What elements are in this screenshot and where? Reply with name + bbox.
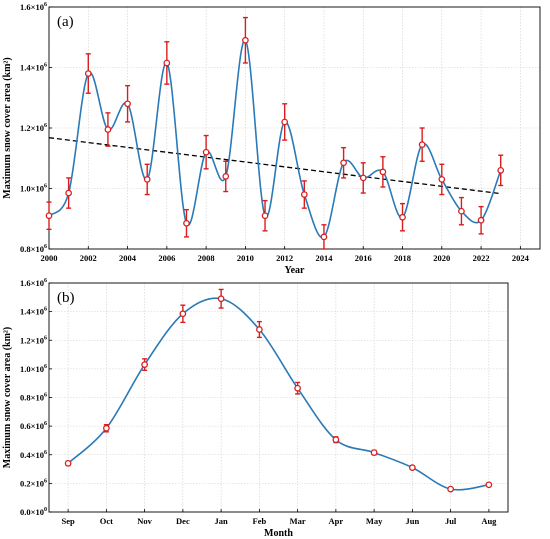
y-axis-title: Maximum snow cover area (km²) bbox=[2, 57, 13, 199]
x-tick-label: Aug bbox=[481, 516, 497, 526]
data-point bbox=[202, 148, 210, 156]
data-point bbox=[340, 159, 347, 167]
data-point bbox=[447, 485, 454, 493]
y-tick-label: 1.2×106 bbox=[20, 123, 47, 133]
data-point bbox=[438, 176, 446, 183]
data-point bbox=[281, 118, 289, 126]
data-point bbox=[294, 384, 301, 392]
y-tick-label: 1.4×106 bbox=[20, 63, 47, 73]
data-point bbox=[418, 141, 426, 148]
x-tick-label: Nov bbox=[137, 516, 152, 526]
data-point bbox=[84, 70, 92, 77]
data-point bbox=[143, 176, 151, 183]
data-point bbox=[497, 167, 505, 174]
x-tick-label: Jul bbox=[445, 516, 457, 526]
y-tick-label: 0.2×106 bbox=[20, 478, 47, 488]
data-point bbox=[477, 216, 485, 224]
panel-label: (a) bbox=[57, 14, 74, 30]
data-point bbox=[379, 168, 387, 176]
y-tick-label: 0.8×106 bbox=[20, 393, 47, 403]
data-point bbox=[242, 36, 249, 44]
x-tick-label: 2016 bbox=[355, 253, 372, 263]
x-tick-label: 2010 bbox=[237, 253, 254, 263]
data-point bbox=[179, 310, 187, 318]
data-point bbox=[124, 100, 131, 108]
data-point bbox=[485, 481, 493, 489]
data-point bbox=[141, 361, 148, 368]
trend-line bbox=[48, 137, 501, 195]
grid-lines bbox=[48, 6, 540, 250]
grid-lines bbox=[49, 282, 508, 513]
data-point bbox=[104, 126, 112, 133]
x-axis-title: Month bbox=[264, 528, 293, 539]
x-tick-label: 2024 bbox=[512, 253, 530, 263]
data-points bbox=[45, 16, 505, 250]
data-point bbox=[359, 174, 367, 182]
data-point bbox=[399, 213, 406, 221]
data-point bbox=[300, 191, 308, 198]
x-tick-label: 2002 bbox=[80, 253, 97, 263]
x-tick-label: 2012 bbox=[276, 253, 293, 263]
x-tick-label: Apr bbox=[329, 516, 344, 526]
series-line bbox=[48, 39, 502, 239]
axes: 0.0×100 0.2×106 0.4×106 0.6×106 0.8×106 1.0×1… bbox=[20, 278, 497, 526]
y-tick-label: 1.0×106 bbox=[20, 364, 47, 374]
y-tick-label: 1.6×106 bbox=[20, 278, 47, 288]
data-point bbox=[256, 326, 263, 333]
x-axis-title: Year bbox=[285, 265, 306, 276]
panel-label: (b) bbox=[57, 290, 75, 306]
y-tick-label: 1.2×106 bbox=[20, 335, 47, 345]
x-tick-label: 2014 bbox=[315, 253, 333, 263]
data-point bbox=[183, 219, 190, 227]
x-tick-label: Feb bbox=[253, 516, 267, 526]
x-tick-label: Mar bbox=[290, 516, 306, 526]
x-tick-label: May bbox=[366, 516, 383, 526]
y-tick-label: 0.0×100 bbox=[20, 507, 47, 517]
x-tick-label: 2006 bbox=[158, 253, 175, 263]
x-tick-label: Jun bbox=[406, 516, 420, 526]
axes: 0.8×106 1.0×106 1.2×106 1.4×106 1.6×106 2000 2… bbox=[20, 2, 530, 263]
chart-panel-b: 0.0×100 0.2×106 0.4×106 0.6×106 0.8×106 1.0×1… bbox=[2, 278, 509, 539]
data-point bbox=[261, 212, 269, 220]
y-tick-label: 1.6×106 bbox=[20, 2, 47, 12]
data-point bbox=[217, 295, 225, 303]
data-point bbox=[103, 424, 110, 432]
data-point bbox=[320, 233, 328, 241]
x-tick-label: Jan bbox=[215, 516, 229, 526]
y-tick-label: 0.4×106 bbox=[20, 450, 47, 460]
data-point bbox=[222, 173, 230, 180]
x-tick-label: Oct bbox=[100, 516, 113, 526]
series-line bbox=[67, 297, 489, 491]
x-tick-label: Sep bbox=[62, 516, 76, 526]
x-tick-label: 2008 bbox=[198, 253, 215, 263]
x-tick-label: 2004 bbox=[119, 253, 137, 263]
data-point bbox=[458, 207, 465, 215]
data-point bbox=[163, 59, 171, 67]
y-axis-title: Maximum snow cover area (km²) bbox=[2, 327, 13, 469]
x-tick-label: 2000 bbox=[41, 253, 58, 263]
x-tick-label: 2020 bbox=[433, 253, 450, 263]
chart-panel-a: 0.8×106 1.0×106 1.2×106 1.4×106 1.6×106 2000 2… bbox=[2, 2, 541, 276]
data-point bbox=[45, 212, 53, 220]
y-tick-label: 1.4×106 bbox=[20, 307, 47, 317]
data-point bbox=[370, 449, 378, 456]
data-point bbox=[64, 459, 72, 467]
x-tick-label: 2018 bbox=[394, 253, 411, 263]
data-point bbox=[332, 436, 340, 444]
y-tick-label: 0.8×106 bbox=[20, 244, 47, 254]
x-tick-label: Dec bbox=[176, 516, 190, 526]
y-tick-label: 0.6×106 bbox=[20, 421, 47, 431]
data-point bbox=[65, 189, 72, 197]
data-points bbox=[64, 288, 493, 493]
x-tick-label: 2022 bbox=[473, 253, 490, 263]
data-point bbox=[409, 464, 416, 471]
y-tick-label: 1.0×106 bbox=[20, 184, 47, 194]
